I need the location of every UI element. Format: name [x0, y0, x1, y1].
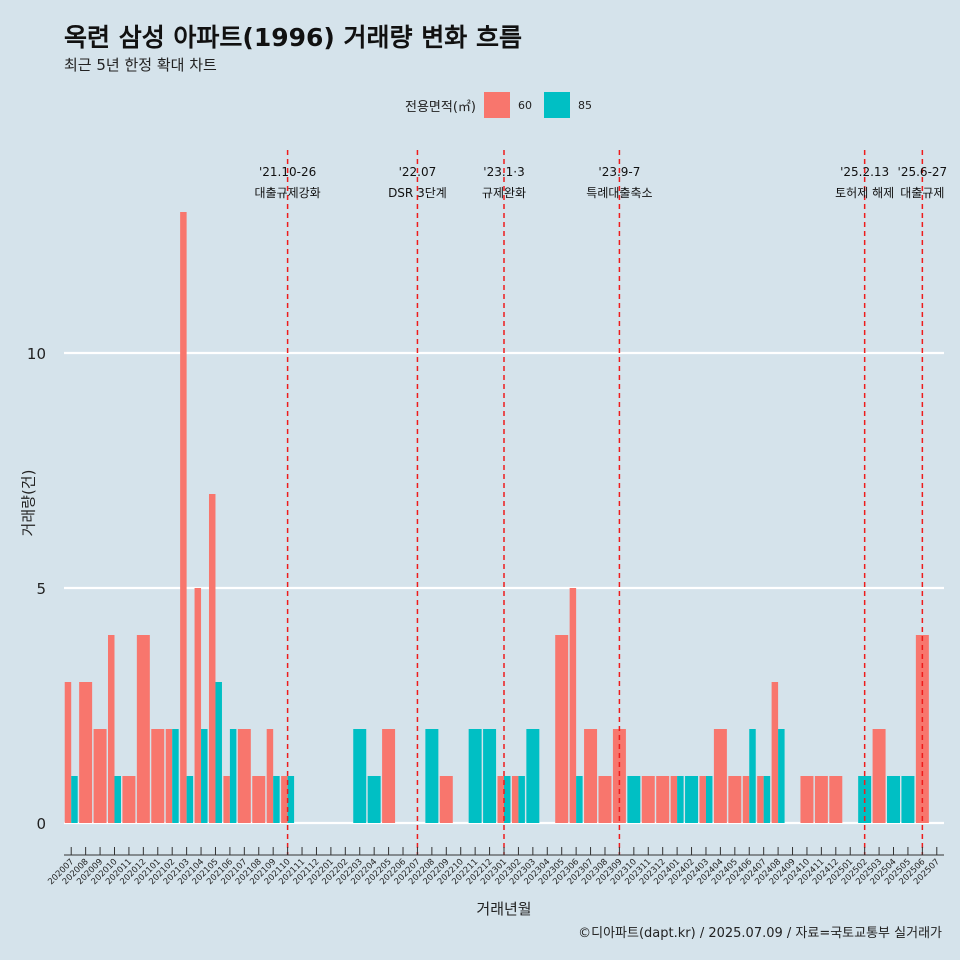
chart-subtitle: 최근 5년 한정 확대 차트 [64, 56, 217, 74]
event-date-202502: '25.2.13 [840, 165, 889, 179]
bar-60-202503 [872, 729, 886, 823]
bar-60-202011 [122, 776, 136, 823]
event-label-202309: 특례대출축소 [586, 186, 652, 200]
event-label-202502: 토허제 해제 [835, 186, 894, 200]
bar-60-202301 [497, 776, 504, 823]
bar-85-202203 [353, 729, 367, 823]
bar-60-202411 [814, 776, 828, 823]
bar-60-202410 [800, 776, 814, 823]
bar-85-202402 [685, 776, 699, 823]
bar-85-202505 [901, 776, 915, 823]
bar-60-202105 [208, 494, 216, 823]
bar-60-202309 [612, 729, 626, 823]
bar-60-202109 [266, 729, 274, 823]
x-axis-label: 거래년월 [476, 900, 532, 918]
bar-60-202007 [64, 682, 72, 823]
bar-60-202010 [108, 635, 115, 823]
bar-60-202412 [829, 776, 843, 823]
legend-label-60: 60 [517, 98, 532, 112]
bar-85-202208 [425, 729, 439, 823]
chart-title: 옥련 삼성 아파트(1996) 거래량 변화 흐름 [64, 23, 522, 52]
bar-60-202403 [699, 776, 706, 823]
bar-60-202209 [439, 776, 453, 823]
event-label-202301: 규제완화 [482, 186, 526, 200]
bar-60-202305 [555, 635, 569, 823]
legend-title: 전용면적(㎡) [405, 99, 476, 115]
bar-60-202306 [569, 588, 577, 823]
bar-60-202110 [281, 776, 288, 823]
bar-85-202301 [504, 776, 511, 823]
bar-85-202010 [114, 776, 121, 823]
bar-60-202401 [670, 776, 678, 823]
bar-85-202007 [71, 776, 78, 823]
event-date-202110: '21.10-26 [259, 165, 316, 179]
source-caption: ©디아파트(dapt.kr) / 2025.07.09 / 자료=국토교통부 실… [578, 926, 942, 941]
bar-60-202312 [656, 776, 670, 823]
event-label-202506: 대출규제 [900, 186, 944, 200]
bar-60-202103 [180, 212, 187, 823]
bar-85-202408 [778, 729, 785, 823]
event-date-202301: '23.1·3 [483, 165, 524, 179]
event-label-202110: 대출규제강화 [254, 186, 320, 200]
bar-60-202104 [194, 588, 202, 823]
bar-85-202211 [468, 729, 482, 823]
event-date-202506: '25.6-27 [898, 165, 948, 179]
bar-85-202106 [229, 729, 237, 823]
bar-85-202310 [627, 776, 641, 823]
event-lines [286, 150, 924, 855]
event-label-202207: DSR 3단계 [388, 186, 447, 200]
bar-85-202306 [576, 776, 583, 823]
bar-60-202311 [641, 776, 655, 823]
x-axis: 2020072020082020092020102020112020122021… [46, 847, 944, 887]
bar-85-202303 [526, 729, 540, 823]
bar-85-202407 [763, 776, 771, 823]
event-date-202207: '22.07 [399, 165, 437, 179]
bar-85-202504 [887, 776, 900, 823]
bar-60-202205 [382, 729, 396, 823]
legend-label-85: 85 [577, 98, 592, 112]
bar-60-202308 [598, 776, 612, 823]
bar-60-202406 [742, 776, 750, 823]
bar-60-202407 [757, 776, 764, 823]
bar-60-202405 [728, 776, 742, 823]
bar-85-202401 [677, 776, 684, 823]
bar-60-202107 [237, 729, 251, 823]
y-tick-label-0: 0 [36, 815, 46, 833]
bars [64, 212, 929, 823]
bar-60-202302 [511, 776, 519, 823]
event-annotations: '21.10-26 대출규제강화 '22.07 DSR 3단계 '23.1·3 규제완화 '… [254, 165, 947, 200]
bar-60-202106 [223, 776, 230, 823]
bar-85-202403 [705, 776, 713, 823]
bar-60-202102 [165, 729, 173, 823]
bar-60-202108 [252, 776, 266, 823]
bar-85-202109 [273, 776, 280, 823]
bar-60-202101 [151, 729, 165, 823]
legend-key-85 [543, 92, 570, 118]
y-axis-label: 거래량(건) [19, 469, 38, 537]
bar-85-202102 [172, 729, 179, 823]
bar-60-202404 [713, 729, 727, 823]
legend-key-60 [483, 92, 510, 118]
bar-85-202204 [367, 776, 381, 823]
bar-85-202110 [287, 776, 295, 823]
y-axis: 0 5 10 [27, 345, 46, 833]
bar-85-202103 [186, 776, 194, 823]
bar-85-202406 [749, 729, 756, 823]
bar-60-202008 [79, 682, 93, 823]
y-tick-label-5: 5 [36, 580, 46, 598]
bar-85-202105 [215, 682, 222, 823]
bar-60-202408 [771, 682, 779, 823]
bar-60-202009 [93, 729, 107, 823]
bar-85-202104 [201, 729, 208, 823]
bar-85-202212 [483, 729, 497, 823]
event-date-202309: '23.9-7 [598, 165, 640, 179]
bar-60-202307 [584, 729, 598, 823]
bar-85-202302 [518, 776, 525, 823]
y-tick-label-10: 10 [27, 345, 46, 363]
bar-60-202012 [136, 635, 150, 823]
legend: 전용면적(㎡) 60 85 [405, 92, 604, 118]
